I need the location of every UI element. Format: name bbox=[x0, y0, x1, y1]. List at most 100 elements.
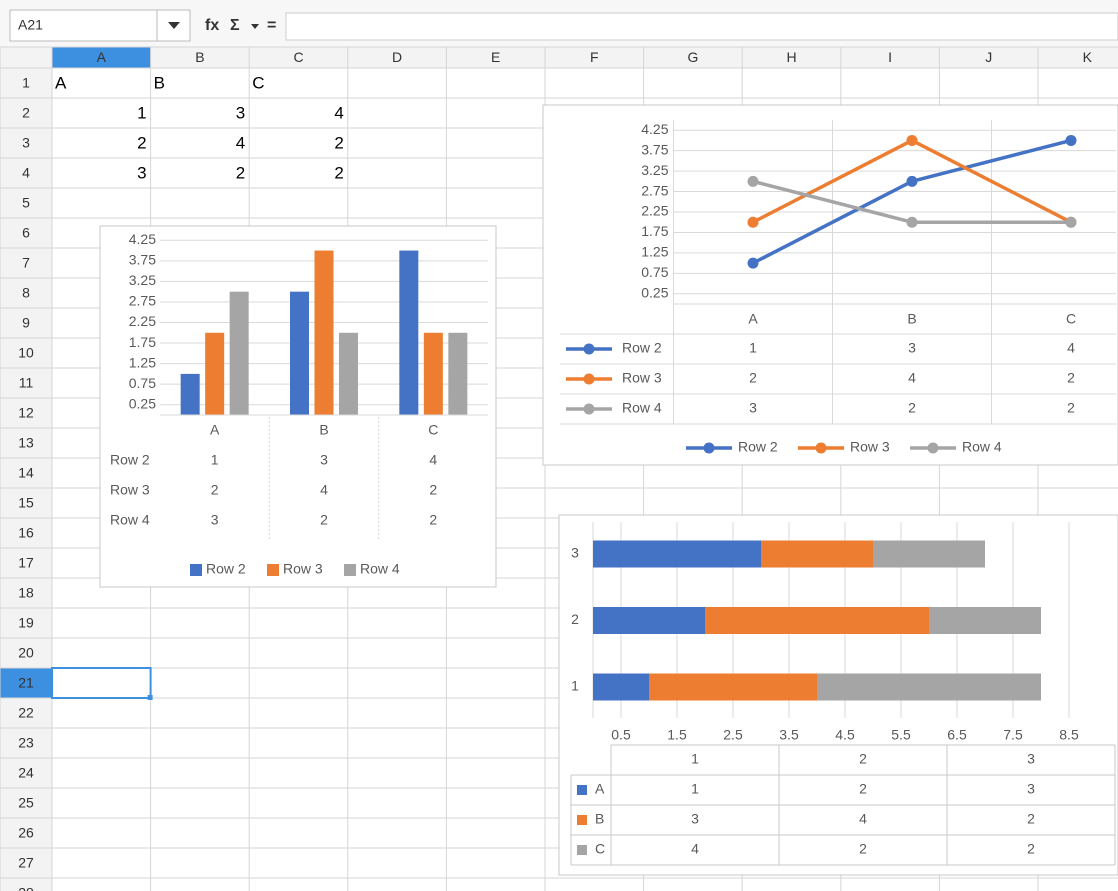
fill-handle bbox=[147, 695, 153, 700]
column-header: D bbox=[392, 49, 402, 65]
row-header: 2 bbox=[22, 105, 30, 121]
bar-segment bbox=[761, 540, 873, 568]
table-row-label: Row 3 bbox=[110, 482, 150, 498]
series-point bbox=[747, 175, 759, 187]
table-value: 4 bbox=[859, 811, 867, 827]
table-value: 4 bbox=[320, 482, 328, 498]
bar-segment bbox=[593, 540, 761, 568]
table-value: 4 bbox=[429, 452, 437, 468]
table-legend-dot bbox=[583, 403, 595, 415]
row-header: 9 bbox=[22, 315, 30, 331]
table-value: 2 bbox=[749, 370, 757, 386]
x-tick-label: 2.5 bbox=[723, 727, 743, 743]
cell-value: 2 bbox=[334, 163, 343, 182]
table-value: 2 bbox=[1067, 400, 1075, 416]
row-header: 6 bbox=[22, 225, 30, 241]
y-tick-label: 2.25 bbox=[641, 203, 668, 219]
x-tick-label: 0.5 bbox=[611, 727, 631, 743]
series-point bbox=[1065, 134, 1077, 146]
formula-input[interactable] bbox=[285, 12, 1118, 41]
table-value: 2 bbox=[1027, 841, 1035, 857]
table-header: 2 bbox=[859, 751, 867, 767]
table-value: 3 bbox=[320, 452, 328, 468]
cell-cursor bbox=[51, 667, 152, 699]
column-header: H bbox=[786, 49, 796, 65]
row-header: 21 bbox=[18, 675, 34, 691]
legend-label: Row 3 bbox=[850, 439, 890, 455]
row-header: 10 bbox=[18, 345, 34, 361]
y-tick-label: 1.25 bbox=[129, 354, 156, 370]
legend-label: Row 3 bbox=[283, 561, 323, 577]
y-tick-label: 3.25 bbox=[129, 272, 156, 288]
y-tick-label: 0.25 bbox=[129, 395, 156, 411]
table-value: 2 bbox=[211, 482, 219, 498]
row-header: 22 bbox=[18, 705, 34, 721]
legend-label: Row 2 bbox=[206, 561, 246, 577]
table-value: 2 bbox=[859, 841, 867, 857]
name-box-text: A21 bbox=[18, 17, 43, 33]
column-header: B bbox=[195, 49, 204, 65]
table-header: 1 bbox=[691, 751, 699, 767]
legend-swatch bbox=[577, 785, 587, 795]
legend-label: Row 4 bbox=[962, 439, 1002, 455]
legend-swatch bbox=[344, 564, 356, 576]
y-tick-label: 2 bbox=[571, 611, 579, 627]
row-header: 27 bbox=[18, 855, 34, 871]
row-header: 16 bbox=[18, 525, 34, 541]
name-box-dropdown[interactable] bbox=[168, 22, 180, 29]
column-header: J bbox=[985, 49, 992, 65]
formula-button[interactable]: = bbox=[267, 17, 276, 34]
table-value: 1 bbox=[211, 452, 219, 468]
table-value: 1 bbox=[691, 781, 699, 797]
y-tick-label: 0.75 bbox=[129, 375, 156, 391]
series-point bbox=[747, 216, 759, 228]
cell-value: 2 bbox=[236, 163, 245, 182]
table-header: 3 bbox=[1027, 751, 1035, 767]
table-value: 2 bbox=[320, 512, 328, 528]
y-tick-label: 3 bbox=[571, 545, 579, 561]
function-wizard[interactable]: fx bbox=[205, 17, 219, 34]
bar-segment bbox=[593, 673, 649, 701]
table-value: 4 bbox=[908, 370, 916, 386]
sum-button[interactable]: Σ bbox=[230, 17, 240, 34]
row-header: 26 bbox=[18, 825, 34, 841]
bar-segment bbox=[593, 607, 705, 634]
legend-dot bbox=[815, 442, 827, 454]
row-header: 20 bbox=[18, 645, 34, 661]
row-header: 5 bbox=[22, 195, 30, 211]
row-header: 19 bbox=[18, 615, 34, 631]
sum-dropdown[interactable] bbox=[251, 24, 259, 29]
table-value: 2 bbox=[908, 400, 916, 416]
column-header: C bbox=[293, 49, 303, 65]
bar-segment bbox=[817, 673, 1041, 701]
x-tick-label: B bbox=[907, 311, 916, 327]
series-point bbox=[747, 257, 759, 269]
row-header: 3 bbox=[22, 135, 30, 151]
table-row-label: C bbox=[595, 841, 605, 857]
x-tick-label: 4.5 bbox=[835, 727, 855, 743]
table-value: 3 bbox=[908, 340, 916, 356]
table-row-label: B bbox=[595, 811, 604, 827]
column-header: G bbox=[687, 49, 698, 65]
bar bbox=[180, 373, 200, 415]
x-tick-label: B bbox=[319, 422, 328, 438]
name-box[interactable] bbox=[9, 9, 191, 42]
table-value: 1 bbox=[749, 340, 757, 356]
table-value: 2 bbox=[859, 781, 867, 797]
row-header: 12 bbox=[18, 405, 34, 421]
row-header: 18 bbox=[18, 585, 34, 601]
cell-value: C bbox=[252, 73, 264, 92]
table-row-label: A bbox=[595, 781, 605, 797]
table-value: 2 bbox=[429, 482, 437, 498]
row-header: 23 bbox=[18, 735, 34, 751]
row-header: 4 bbox=[22, 165, 30, 181]
bar-segment bbox=[649, 673, 817, 701]
y-tick-label: 1.25 bbox=[641, 244, 668, 260]
chart-frame bbox=[542, 104, 1118, 466]
y-tick-label: 0.75 bbox=[641, 264, 668, 280]
y-tick-label: 2.75 bbox=[641, 182, 668, 198]
row-header: 24 bbox=[18, 765, 34, 781]
x-tick-label: C bbox=[1066, 311, 1076, 327]
y-tick-label: 3.75 bbox=[129, 252, 156, 268]
